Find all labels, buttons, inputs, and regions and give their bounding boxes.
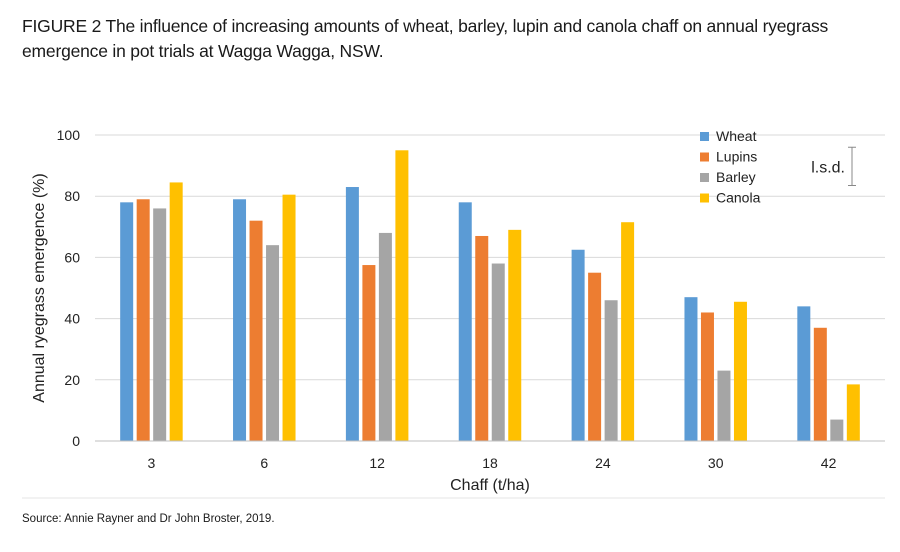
bar-canola xyxy=(846,384,860,441)
source-note: Source: Annie Rayner and Dr John Broster… xyxy=(22,513,275,525)
legend-swatch-barley xyxy=(700,173,709,182)
x-axis-label: Chaff (t/ha) xyxy=(450,477,530,494)
bar-lupins xyxy=(362,265,376,441)
y-tick-label: 20 xyxy=(64,372,80,388)
gridlines xyxy=(95,134,885,381)
bar-barley xyxy=(378,232,392,441)
legend-label-wheat: Wheat xyxy=(716,128,757,144)
x-tick-label: 18 xyxy=(482,455,498,471)
lsd-label: l.s.d. xyxy=(811,159,845,176)
legend-label-canola: Canola xyxy=(716,190,761,206)
bar-lupins xyxy=(136,199,150,441)
legend-swatch-lupins xyxy=(700,152,709,162)
bar-lupins xyxy=(813,327,827,441)
bar-canola xyxy=(395,150,409,442)
bar-barley xyxy=(830,419,844,441)
x-tick-label: 30 xyxy=(708,455,724,471)
bar-barley xyxy=(266,245,280,441)
x-tick-label: 42 xyxy=(821,455,837,471)
bar-canola xyxy=(508,229,522,441)
figure-title: FIGURE 2 The influence of increasing amo… xyxy=(22,16,829,61)
y-axis-label: Annual ryegrass emergence (%) xyxy=(31,173,48,402)
x-tick-label: 12 xyxy=(369,455,385,471)
bar-barley xyxy=(153,208,167,441)
bar-canola xyxy=(733,301,747,441)
bars xyxy=(120,150,860,442)
bar-wheat xyxy=(797,306,811,441)
y-tick-label: 80 xyxy=(64,188,80,204)
x-tick-labels: 3 6 12 18 24 30 42 xyxy=(148,455,837,471)
lsd-annotation: l.s.d. xyxy=(811,146,856,186)
bar-canola xyxy=(282,194,296,441)
bar-barley xyxy=(604,300,618,441)
bar-wheat xyxy=(345,187,359,441)
bar-lupins xyxy=(700,312,714,441)
bar-canola xyxy=(621,222,635,441)
bar-lupins xyxy=(588,272,602,441)
y-tick-label: 0 xyxy=(72,433,80,449)
legend-label-barley: Barley xyxy=(716,169,756,185)
x-tick-label: 3 xyxy=(148,455,156,471)
bar-wheat xyxy=(458,202,472,441)
y-tick-label: 40 xyxy=(64,311,80,327)
legend-swatch-canola xyxy=(700,193,709,203)
legend-swatch-wheat xyxy=(700,132,709,141)
x-tick-label: 6 xyxy=(260,455,268,471)
bar-wheat xyxy=(571,249,585,441)
bar-wheat xyxy=(120,202,134,441)
x-tick-label: 24 xyxy=(595,455,611,471)
y-tick-label: 60 xyxy=(64,249,80,265)
bar-barley xyxy=(491,263,505,441)
bar-canola xyxy=(169,182,183,441)
bar-wheat xyxy=(684,297,698,441)
legend: Wheat Lupins Barley Canola xyxy=(700,128,761,206)
bar-lupins xyxy=(475,235,489,441)
bar-barley xyxy=(717,370,731,441)
bar-wheat xyxy=(233,199,247,441)
bar-lupins xyxy=(249,220,263,441)
y-tick-label: 100 xyxy=(57,127,81,143)
legend-label-lupins: Lupins xyxy=(716,149,757,165)
y-tick-labels: 0 20 40 60 80 100 xyxy=(57,127,81,449)
